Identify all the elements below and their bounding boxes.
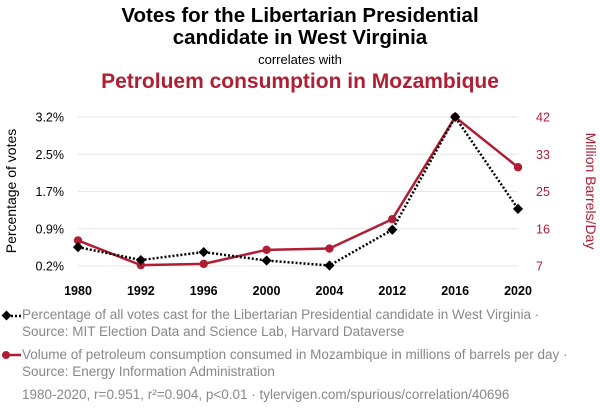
left-axis-label: Percentage of votes xyxy=(3,129,19,254)
petroleum-point xyxy=(73,236,83,245)
left-tick-label: 0.2% xyxy=(36,260,65,274)
x-tick-label: 1996 xyxy=(190,284,218,298)
gridlines xyxy=(78,116,518,267)
right-tick-label: 42 xyxy=(536,111,550,125)
right-tick-label: 16 xyxy=(536,222,550,236)
petroleum-point xyxy=(262,245,271,255)
chart-title-line2: candidate in West Virginia xyxy=(172,26,428,49)
x-axis-ticks: 1980 1992 1996 2000 2004 2012 2016 2020 xyxy=(64,284,532,298)
legend-marker-votes xyxy=(1,310,21,321)
x-tick-label: 1992 xyxy=(127,284,155,298)
right-axis-label: Million Barrels/Day xyxy=(583,133,599,250)
petroleum-point xyxy=(136,260,146,270)
left-tick-label: 0.9% xyxy=(36,222,65,236)
legend-marker-petroleum xyxy=(2,351,21,359)
votes-line xyxy=(77,114,520,267)
petroleum-point xyxy=(199,259,208,269)
right-axis-ticks: 7 16 25 33 42 xyxy=(536,111,550,274)
votes-point xyxy=(72,242,84,253)
left-tick-label: 1.7% xyxy=(36,185,65,199)
left-tick-label: 3.2% xyxy=(36,111,65,125)
petroleum-line xyxy=(77,115,519,267)
x-tick-label: 2012 xyxy=(378,284,406,298)
left-tick-label: 2.5% xyxy=(36,148,65,162)
right-tick-label: 33 xyxy=(536,148,550,162)
votes-point xyxy=(198,247,209,258)
x-tick-label: 1980 xyxy=(64,284,92,298)
chart-title-line3: Petroluem consumption in Mozambique xyxy=(101,70,499,93)
legend-item-petroleum: Volume of petroleum consumption consumed… xyxy=(22,347,568,379)
left-axis-ticks: 0.2% 0.9% 1.7% 2.5% 3.2% xyxy=(36,111,65,274)
petroleum-point xyxy=(388,214,397,224)
votes-point xyxy=(261,255,272,266)
right-tick-label: 25 xyxy=(536,185,550,199)
x-tick-label: 2020 xyxy=(504,284,532,298)
votes-point xyxy=(324,260,335,271)
x-tick-label: 2004 xyxy=(316,284,344,298)
legend-item-votes: Percentage of all votes cast for the Lib… xyxy=(22,307,540,339)
x-tick-label: 2000 xyxy=(253,284,281,298)
petroleum-point xyxy=(513,163,523,172)
right-tick-label: 7 xyxy=(536,260,543,274)
petroleum-point xyxy=(325,244,334,253)
correlates-label: correlates with xyxy=(258,52,342,67)
series-votes xyxy=(72,111,524,271)
votes-point xyxy=(387,224,398,235)
chart-title-line1: Votes for the Libertarian Presidential xyxy=(121,4,479,27)
footer-stats: 1980-2020, r=0.951, r²=0.904, p<0.01 · t… xyxy=(22,387,510,402)
votes-point xyxy=(135,254,146,266)
x-tick-label: 2016 xyxy=(441,284,469,298)
